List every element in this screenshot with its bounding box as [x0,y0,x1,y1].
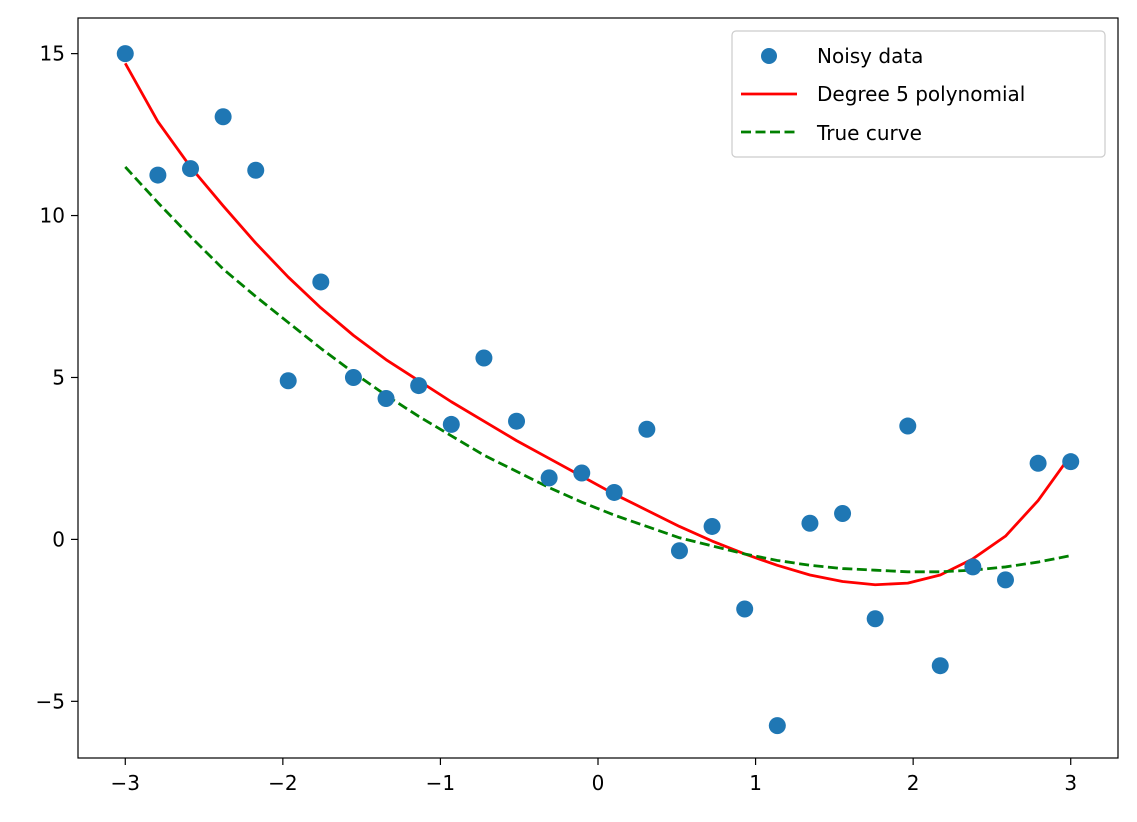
y-tick-label: −5 [36,689,65,713]
data-point [899,417,917,435]
data-point [540,469,558,487]
data-point [931,657,949,675]
x-axis: −3 −2 −1 0 1 2 3 [111,758,1077,795]
data-point [638,420,656,438]
data-point [214,108,232,126]
data-point [703,517,721,535]
data-point [996,571,1014,589]
legend-label-noisy-data: Noisy data [817,44,923,68]
y-axis: −5 0 5 10 15 [36,42,78,713]
x-tick-label: 0 [592,771,605,795]
data-point [605,483,623,501]
data-point [736,600,754,618]
x-tick-label: −3 [111,771,140,795]
data-point [964,558,982,576]
data-point [1062,453,1080,471]
data-point [442,415,460,433]
data-point [573,464,591,482]
data-point [410,377,428,395]
legend-label-degree-5-polynomial: Degree 5 polynomial [817,82,1025,106]
data-point [377,390,395,408]
series-layer [116,45,1080,735]
data-point [182,160,200,178]
data-point [508,412,526,430]
data-point [670,542,688,560]
x-tick-label: −1 [426,771,455,795]
data-point [312,273,330,291]
data-point [344,368,362,386]
data-point [279,372,297,390]
data-point [866,610,884,628]
series-line-degree-5-polynomial [124,62,1072,587]
y-tick-label: 5 [52,365,65,389]
y-tick-label: 0 [52,527,65,551]
data-point [149,166,167,184]
series-line-true-curve [124,166,1072,574]
data-point [801,514,819,532]
legend-box [731,30,1106,158]
x-tick-label: 3 [1064,771,1077,795]
legend-marker-noisy-data [761,48,777,64]
data-point [116,45,134,63]
legend-label-true-curve: True curve [816,121,922,145]
data-point [1029,454,1047,472]
x-tick-label: −2 [268,771,297,795]
x-tick-label: 1 [749,771,762,795]
legend: Noisy data Degree 5 polynomial True curv… [731,30,1106,158]
data-point [768,717,786,735]
y-tick-label: 15 [40,42,65,66]
x-tick-label: 2 [907,771,920,795]
data-point [475,349,493,367]
data-point [834,504,852,522]
data-point [247,161,265,179]
y-tick-label: 10 [40,204,65,228]
